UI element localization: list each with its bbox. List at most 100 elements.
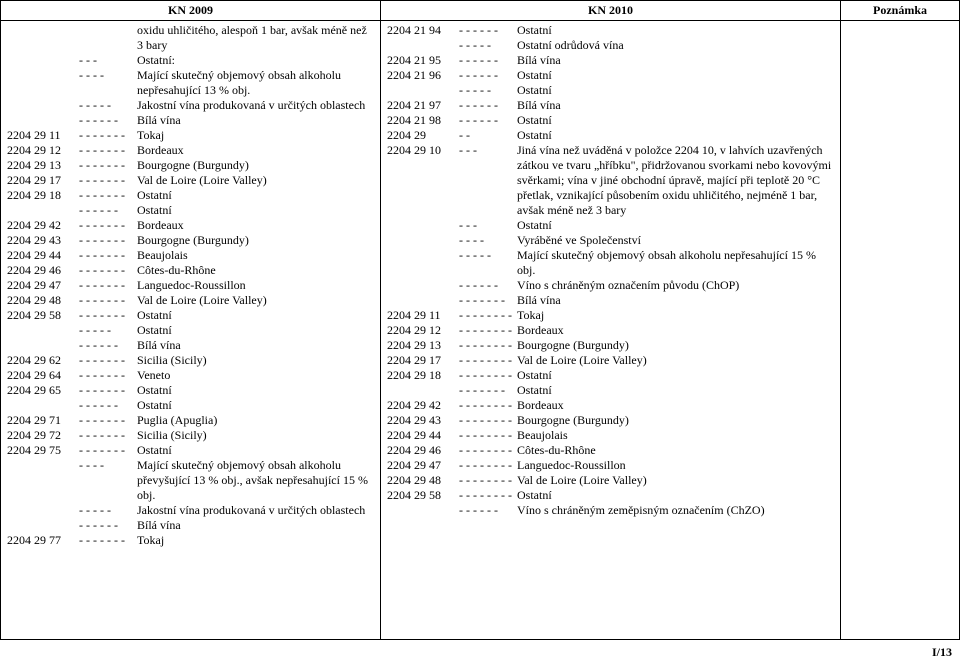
code-cell: 2204 21 94 bbox=[387, 23, 459, 38]
code-cell bbox=[387, 503, 459, 518]
desc-cell: Ostatní bbox=[517, 113, 834, 128]
code-cell bbox=[387, 233, 459, 248]
code-cell: 2204 21 95 bbox=[387, 53, 459, 68]
code-cell bbox=[7, 68, 79, 98]
code-cell bbox=[387, 383, 459, 398]
desc-cell: Ostatní bbox=[517, 383, 834, 398]
code-cell: 2204 29 17 bbox=[7, 173, 79, 188]
header-poznamka: Poznámka bbox=[841, 1, 959, 20]
dash-cell: - - - - - - - bbox=[79, 293, 137, 308]
table-row: 2204 29 58- - - - - - - -Ostatní bbox=[387, 488, 834, 503]
dash-cell: - - - - - bbox=[79, 98, 137, 113]
code-cell: 2204 21 97 bbox=[387, 98, 459, 113]
desc-cell: Val de Loire (Loire Valley) bbox=[517, 353, 834, 368]
table-row: 2204 29 10- - -Jiná vína než uváděná v p… bbox=[387, 143, 834, 218]
code-cell: 2204 21 98 bbox=[387, 113, 459, 128]
desc-cell: Beaujolais bbox=[517, 428, 834, 443]
table-row: 2204 29 12- - - - - - -Bordeaux bbox=[7, 143, 374, 158]
table-row: - - - - -Ostatní bbox=[7, 323, 374, 338]
desc-cell: Ostatní bbox=[517, 128, 834, 143]
dash-cell: - - - - - - bbox=[459, 113, 517, 128]
dash-cell: - - - - - - - - bbox=[459, 368, 517, 383]
dash-cell: - - - - - - - bbox=[79, 353, 137, 368]
column-kn2010: 2204 21 94- - - - - -Ostatní- - - - -Ost… bbox=[381, 21, 841, 639]
table-row: - - - - - - -Ostatní bbox=[387, 383, 834, 398]
table-row: - - - - -Jakostní vína produkovaná v urč… bbox=[7, 98, 374, 113]
table-row: 2204 29 17- - - - - - -Val de Loire (Loi… bbox=[7, 173, 374, 188]
dash-cell: - - - - - bbox=[459, 83, 517, 98]
desc-cell: oxidu uhličitého, alespoň 1 bar, avšak m… bbox=[137, 23, 374, 53]
table-row: 2204 29 12- - - - - - - -Bordeaux bbox=[387, 323, 834, 338]
table-row: 2204 21 98- - - - - -Ostatní bbox=[387, 113, 834, 128]
code-cell: 2204 21 96 bbox=[387, 68, 459, 83]
code-cell bbox=[7, 113, 79, 128]
dash-cell: - - - - - - - bbox=[79, 533, 137, 548]
desc-cell: Ostatní bbox=[137, 323, 374, 338]
table-row: 2204 29 48- - - - - - -Val de Loire (Loi… bbox=[7, 293, 374, 308]
code-cell: 2204 29 77 bbox=[7, 533, 79, 548]
table-row: 2204 29 17- - - - - - - -Val de Loire (L… bbox=[387, 353, 834, 368]
dash-cell: - - - - - - - - bbox=[459, 443, 517, 458]
code-cell: 2204 29 46 bbox=[387, 443, 459, 458]
code-cell: 2204 29 42 bbox=[7, 218, 79, 233]
page-number: I/13 bbox=[932, 645, 952, 660]
code-cell: 2204 29 72 bbox=[7, 428, 79, 443]
desc-cell: Ostatní: bbox=[137, 53, 374, 68]
dash-cell: - - - - - - - bbox=[79, 443, 137, 458]
table-row: - - - - - -Bílá vína bbox=[7, 113, 374, 128]
dash-cell: - - - - - - - bbox=[79, 233, 137, 248]
desc-cell: Puglia (Apuglia) bbox=[137, 413, 374, 428]
desc-cell: Ostatní bbox=[517, 368, 834, 383]
code-cell: 2204 29 44 bbox=[387, 428, 459, 443]
table-row: - - - - - -Bílá vína bbox=[7, 518, 374, 533]
dash-cell: - - - - - bbox=[79, 323, 137, 338]
table-row: 2204 29 43- - - - - - - -Bourgogne (Burg… bbox=[387, 413, 834, 428]
desc-cell: Tokaj bbox=[137, 533, 374, 548]
code-cell: 2204 29 12 bbox=[387, 323, 459, 338]
table-row: - - - - - -Víno s chráněným označením pů… bbox=[387, 278, 834, 293]
desc-cell: Ostatní bbox=[517, 83, 834, 98]
table-row: 2204 29 64- - - - - - -Veneto bbox=[7, 368, 374, 383]
desc-cell: Val de Loire (Loire Valley) bbox=[137, 173, 374, 188]
code-cell bbox=[387, 293, 459, 308]
dash-cell: - - - - - - - bbox=[79, 158, 137, 173]
desc-cell: Bourgogne (Burgundy) bbox=[137, 158, 374, 173]
code-cell bbox=[387, 278, 459, 293]
dash-cell: - - - - - - bbox=[79, 338, 137, 353]
code-cell: 2204 29 47 bbox=[7, 278, 79, 293]
code-cell: 2204 29 18 bbox=[7, 188, 79, 203]
code-cell bbox=[387, 248, 459, 278]
dash-cell: - - - - - - - - bbox=[459, 488, 517, 503]
table-row: 2204 29 65- - - - - - -Ostatní bbox=[7, 383, 374, 398]
code-cell bbox=[7, 338, 79, 353]
code-cell bbox=[387, 83, 459, 98]
dash-cell: - - - - - - - bbox=[459, 293, 517, 308]
dash-cell: - - - - - - bbox=[459, 53, 517, 68]
dash-cell: - - - - - - - - bbox=[459, 323, 517, 338]
code-cell bbox=[7, 98, 79, 113]
desc-cell: Bílá vína bbox=[517, 293, 834, 308]
desc-cell: Beaujolais bbox=[137, 248, 374, 263]
dash-cell: - - - - - - - bbox=[79, 278, 137, 293]
code-cell: 2204 29 42 bbox=[387, 398, 459, 413]
table-row: - - - - -Ostatní odrůdová vína bbox=[387, 38, 834, 53]
desc-cell: Mající skutečný objemový obsah alkoholu … bbox=[137, 68, 374, 98]
table-row: 2204 29 46- - - - - - - -Côtes-du-Rhône bbox=[387, 443, 834, 458]
code-cell bbox=[7, 503, 79, 518]
dash-cell: - - - - - - bbox=[459, 278, 517, 293]
table-row: 2204 29 42- - - - - - - -Bordeaux bbox=[387, 398, 834, 413]
desc-cell: Ostatní bbox=[137, 203, 374, 218]
table-row: 2204 29 72- - - - - - -Sicilia (Sicily) bbox=[7, 428, 374, 443]
desc-cell: Ostatní bbox=[137, 398, 374, 413]
code-cell bbox=[7, 53, 79, 68]
table-row: 2204 29- -Ostatní bbox=[387, 128, 834, 143]
dash-cell: - - - - - - - - bbox=[459, 398, 517, 413]
dash-cell: - - - - - - bbox=[459, 23, 517, 38]
dash-cell: - - - - - - - bbox=[79, 383, 137, 398]
column-kn2009: oxidu uhličitého, alespoň 1 bar, avšak m… bbox=[1, 21, 381, 639]
code-cell bbox=[7, 458, 79, 503]
code-cell: 2204 29 18 bbox=[387, 368, 459, 383]
code-cell: 2204 29 65 bbox=[7, 383, 79, 398]
dash-cell: - - - - - - - bbox=[79, 143, 137, 158]
dash-cell: - - - - bbox=[459, 233, 517, 248]
